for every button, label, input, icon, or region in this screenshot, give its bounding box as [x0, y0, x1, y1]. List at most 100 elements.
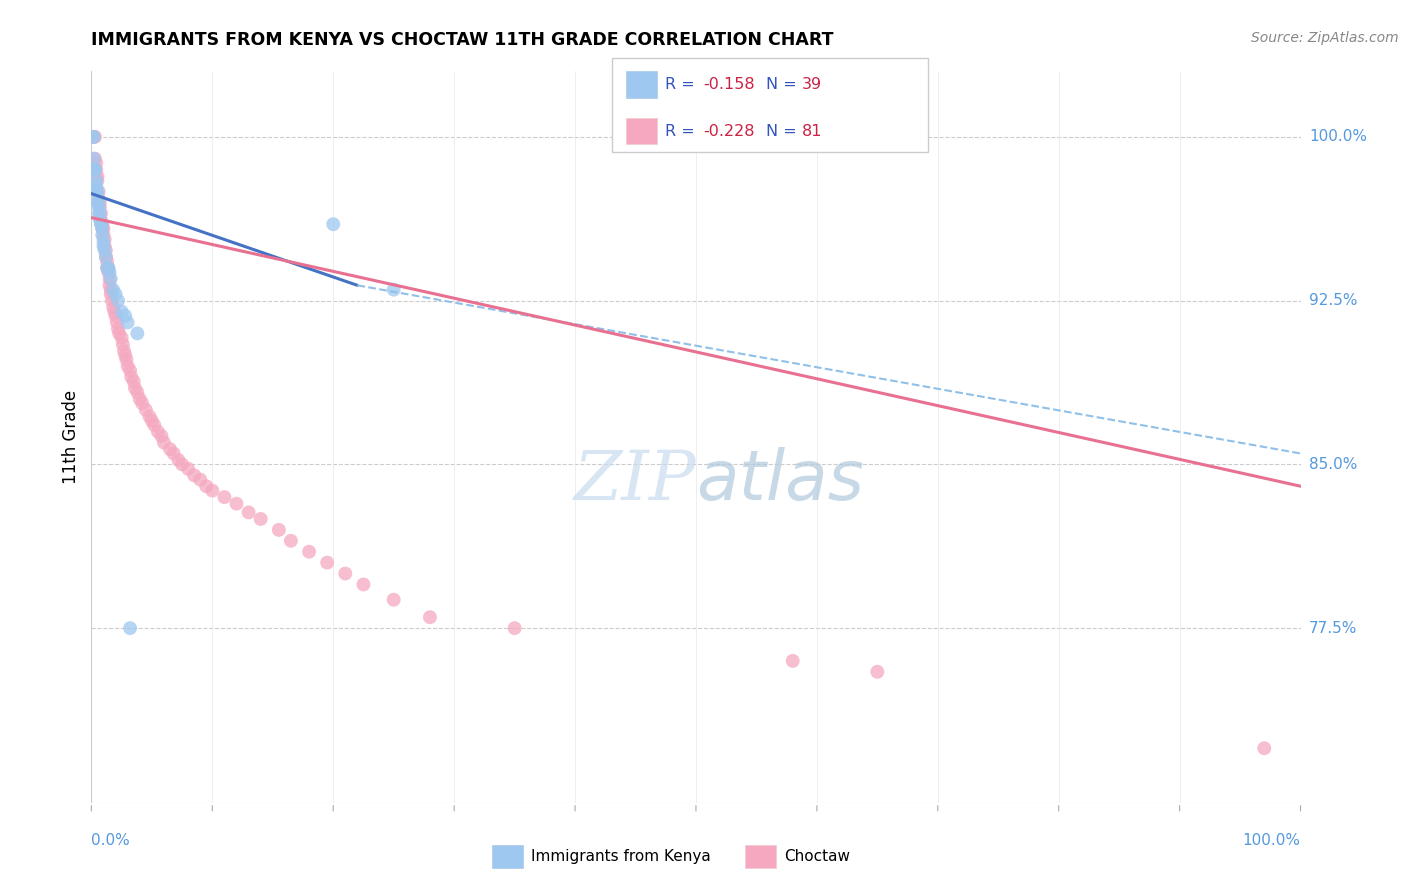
Point	[83, 129, 105, 144]
Point	[104, 287, 127, 301]
Point	[153, 435, 176, 450]
Point	[100, 283, 122, 297]
Text: N =: N =	[766, 123, 803, 138]
Point	[89, 212, 111, 227]
Point	[90, 217, 112, 231]
Point	[86, 185, 108, 199]
Text: atlas: atlas	[696, 448, 863, 515]
Point	[84, 173, 107, 187]
Point	[101, 283, 124, 297]
Point	[280, 533, 302, 548]
Point	[84, 185, 107, 199]
Text: Immigrants from Kenya: Immigrants from Kenya	[531, 849, 711, 863]
Point	[90, 212, 112, 227]
Point	[97, 260, 120, 275]
Point	[105, 315, 128, 329]
Point	[382, 592, 405, 607]
Point	[124, 381, 146, 395]
Point	[84, 156, 107, 170]
Point	[96, 260, 118, 275]
Point	[162, 446, 184, 460]
Point	[97, 260, 120, 275]
Point	[98, 278, 121, 293]
Point	[89, 195, 111, 210]
Point	[101, 300, 124, 314]
Point	[249, 512, 271, 526]
Point	[782, 654, 804, 668]
Point	[86, 195, 108, 210]
Point	[93, 244, 115, 258]
Point	[87, 185, 110, 199]
Y-axis label: 11th Grade: 11th Grade	[62, 390, 80, 484]
Point	[84, 162, 107, 177]
Point	[117, 359, 139, 373]
Point	[225, 497, 247, 511]
Point	[84, 178, 107, 192]
Point	[93, 232, 115, 246]
Text: N =: N =	[766, 77, 803, 92]
Point	[238, 505, 260, 519]
Point	[866, 665, 889, 679]
Point	[201, 483, 224, 498]
Point	[122, 375, 145, 389]
Point	[90, 217, 112, 231]
Point	[135, 402, 157, 417]
Point	[94, 250, 117, 264]
Point	[114, 348, 136, 362]
Point	[82, 129, 104, 144]
Point	[86, 169, 108, 183]
Point	[84, 152, 107, 166]
Text: 100.0%: 100.0%	[1309, 129, 1367, 145]
Point	[172, 458, 194, 472]
Point	[84, 162, 107, 177]
Point	[84, 162, 107, 177]
Point	[112, 343, 135, 358]
Point	[91, 228, 114, 243]
Point	[93, 221, 115, 235]
Point	[96, 260, 118, 275]
Point	[100, 287, 122, 301]
Point	[322, 217, 344, 231]
Point	[111, 331, 132, 345]
Point	[91, 217, 114, 231]
Point	[93, 228, 115, 243]
Text: IMMIGRANTS FROM KENYA VS CHOCTAW 11TH GRADE CORRELATION CHART: IMMIGRANTS FROM KENYA VS CHOCTAW 11TH GR…	[91, 31, 834, 49]
Point	[91, 221, 114, 235]
Point	[167, 453, 190, 467]
Point	[419, 610, 441, 624]
Point	[87, 195, 110, 210]
Point	[98, 272, 121, 286]
Point	[115, 352, 138, 367]
Point	[87, 200, 110, 214]
Text: 0.0%: 0.0%	[91, 833, 131, 848]
Point	[120, 621, 142, 635]
Text: ZIP: ZIP	[574, 448, 696, 515]
Point	[101, 293, 124, 308]
Point	[127, 326, 149, 341]
Point	[316, 556, 339, 570]
Point	[91, 221, 114, 235]
Point	[94, 250, 117, 264]
Point	[97, 265, 120, 279]
Point	[120, 363, 142, 377]
Point	[89, 200, 111, 214]
Point	[195, 479, 218, 493]
Point	[87, 206, 110, 220]
Point	[503, 621, 526, 635]
Point	[183, 468, 205, 483]
Point	[107, 322, 129, 336]
Point	[83, 129, 105, 144]
Text: Choctaw: Choctaw	[785, 849, 851, 863]
Point	[84, 129, 107, 144]
Point	[114, 309, 136, 323]
Point	[298, 545, 321, 559]
Point	[143, 418, 166, 433]
Point	[83, 152, 105, 166]
Text: R =: R =	[665, 77, 700, 92]
Point	[141, 414, 163, 428]
Point	[146, 425, 169, 439]
Point	[104, 309, 127, 323]
Point	[98, 265, 121, 279]
Point	[159, 442, 181, 456]
Point	[107, 293, 129, 308]
